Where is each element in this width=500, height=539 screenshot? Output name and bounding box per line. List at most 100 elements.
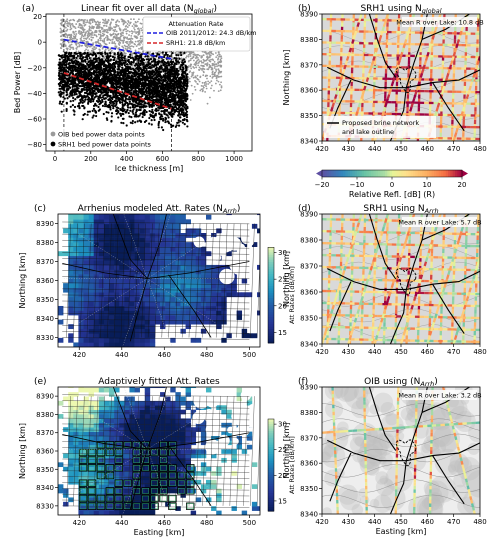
- oib-point: [218, 53, 220, 56]
- oib-point: [135, 21, 137, 24]
- srh1-point: [180, 53, 183, 57]
- oib-point: [102, 24, 105, 27]
- oib-point: [82, 31, 85, 34]
- srh1-point: [140, 53, 143, 56]
- srh1-point: [96, 57, 99, 60]
- srh1-point: [154, 80, 157, 83]
- oib-point: [122, 20, 125, 23]
- srh1-point: [124, 102, 127, 106]
- oib-point: [196, 59, 199, 62]
- oib-point: [207, 83, 210, 85]
- oib-point: [104, 18, 107, 21]
- srh1-point: [92, 114, 95, 117]
- oib-point: [201, 67, 204, 70]
- srh1-point: [152, 116, 156, 119]
- srh1-point: [175, 68, 178, 72]
- srh1-point: [185, 67, 188, 70]
- oib-point: [124, 21, 127, 24]
- srh1-point: [181, 66, 185, 69]
- oib-point: [220, 64, 223, 67]
- srh1-point: [131, 110, 134, 113]
- srh1-point: [122, 117, 125, 120]
- oib-point: [213, 89, 215, 92]
- oib-point: [128, 41, 131, 43]
- srh1-point: [73, 110, 76, 113]
- srh1-point: [104, 52, 107, 56]
- oib-point: [188, 53, 191, 56]
- srh1-point: [65, 101, 68, 104]
- oib-point: [81, 28, 84, 31]
- oib-point: [212, 64, 214, 67]
- oib-point: [122, 40, 125, 43]
- oib-point: [131, 25, 134, 28]
- srh1-point: [91, 94, 94, 97]
- oib-point: [136, 27, 139, 30]
- srh1-point: [103, 64, 106, 67]
- oib-point: [133, 28, 136, 31]
- oib-point: [78, 18, 81, 21]
- oib-point: [197, 53, 199, 56]
- oib-point: [197, 64, 200, 67]
- oib-point: [191, 71, 193, 74]
- oib-point: [211, 73, 214, 76]
- oib-point: [125, 30, 128, 33]
- srh1-point: [121, 87, 124, 90]
- oib-point: [88, 27, 91, 29]
- oib-point: [202, 85, 204, 88]
- oib-point: [205, 85, 208, 88]
- srh1-point: [110, 96, 113, 100]
- srh1-point: [135, 113, 138, 116]
- srh1-point: [137, 87, 140, 90]
- oib-point: [210, 66, 213, 69]
- oib-point: [134, 49, 137, 52]
- srh1-point: [73, 113, 76, 116]
- srh1-point: [89, 53, 92, 56]
- srh1-point: [134, 74, 137, 77]
- oib-point: [127, 38, 130, 41]
- oib-point: [92, 36, 95, 39]
- oib-point: [97, 21, 100, 24]
- srh1-point: [167, 96, 170, 99]
- srh1-point: [99, 100, 102, 103]
- oib-point: [211, 68, 214, 70]
- oib-point: [122, 39, 125, 42]
- srh1-point: [135, 71, 138, 74]
- oib-point: [91, 25, 94, 28]
- oib-point: [199, 89, 202, 92]
- oib-point: [60, 47, 63, 50]
- oib-point: [86, 30, 89, 33]
- oib-point: [88, 29, 91, 32]
- srh1-point: [115, 109, 118, 113]
- oib-point: [208, 65, 211, 68]
- oib-point: [197, 62, 200, 64]
- oib-point: [139, 35, 142, 38]
- oib-point: [217, 57, 220, 60]
- oib-point: [98, 29, 101, 32]
- oib-point: [59, 35, 62, 38]
- oib-point: [138, 42, 141, 45]
- oib-point: [213, 60, 216, 63]
- oib-point: [202, 70, 205, 73]
- srh1-point: [178, 116, 182, 119]
- srh1-point: [161, 76, 164, 79]
- srh1-point: [60, 110, 63, 113]
- oib-point: [106, 38, 109, 41]
- oib-point: [115, 30, 118, 33]
- srh1-point: [68, 61, 71, 65]
- srh1-point: [183, 51, 186, 54]
- oib-point: [149, 54, 151, 56]
- oib-point: [193, 85, 196, 88]
- oib-point: [220, 86, 223, 89]
- oib-point: [123, 44, 126, 47]
- oib-point: [111, 42, 114, 45]
- oib-point: [78, 20, 80, 23]
- oib-point: [217, 64, 220, 67]
- srh1-point: [80, 90, 83, 93]
- oib-point: [189, 59, 192, 62]
- oib-point: [213, 73, 216, 76]
- oib-point: [70, 33, 73, 36]
- oib-point: [132, 45, 135, 48]
- oib-point: [205, 83, 208, 85]
- oib-point: [220, 85, 223, 88]
- srh1-point: [60, 91, 64, 94]
